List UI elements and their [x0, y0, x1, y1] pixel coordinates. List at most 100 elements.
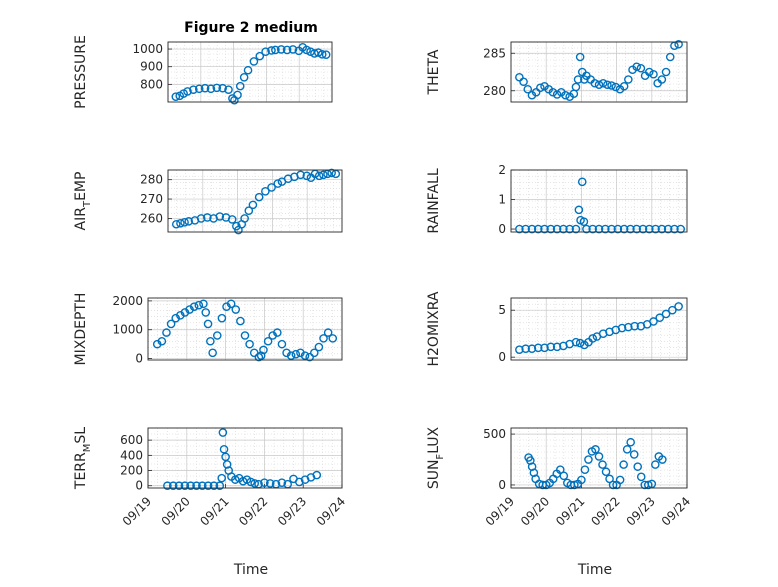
- data-point: [561, 90, 570, 100]
- data-point: [184, 217, 194, 226]
- data-point: [651, 224, 660, 234]
- data-point: [540, 343, 549, 353]
- y-axis-label: SUNFLUX: [426, 426, 446, 489]
- data-point: [632, 62, 642, 72]
- data-point: [212, 331, 222, 340]
- axes-frame: [147, 427, 343, 489]
- data-point: [533, 224, 543, 234]
- x-tick-label: 09/21: [553, 494, 587, 528]
- data-point: [198, 481, 207, 491]
- data-point: [559, 471, 569, 481]
- data-point: [218, 428, 228, 437]
- data-point: [655, 313, 665, 323]
- subplot-5: 0 1000 2000 MIXDEPTH: [73, 293, 343, 366]
- data-point: [171, 219, 181, 229]
- data-point: [552, 90, 562, 99]
- data-point: [600, 224, 610, 234]
- data-point: [261, 187, 270, 196]
- y-axis-label: MIXDEPTH: [73, 293, 89, 366]
- data-point: [651, 460, 660, 469]
- y-tick-label: 200: [120, 464, 143, 478]
- data-point: [657, 75, 667, 84]
- data-point: [607, 224, 616, 234]
- data-point: [523, 84, 533, 94]
- data-point: [598, 78, 608, 88]
- axes-frame: [167, 41, 333, 103]
- data-point: [649, 69, 658, 79]
- data-point: [670, 224, 679, 234]
- data-point: [527, 344, 537, 354]
- data-point: [215, 212, 225, 221]
- data-point: [573, 75, 583, 84]
- subplot-6: 0 5 H2OMIXRA: [426, 291, 688, 367]
- data-point: [663, 224, 673, 234]
- data-point: [286, 351, 296, 360]
- data-point: [162, 328, 171, 337]
- data-series: [524, 437, 667, 490]
- data-point: [629, 450, 639, 459]
- data-point: [201, 308, 211, 317]
- data-point: [203, 213, 212, 222]
- data-point: [626, 224, 635, 234]
- data-point: [296, 170, 305, 180]
- data-point: [571, 337, 581, 347]
- data-point: [243, 65, 253, 75]
- data-point: [176, 218, 185, 228]
- y-axis-label: THETA: [426, 49, 442, 95]
- data-point: [314, 342, 324, 352]
- y-tick-label: 280: [483, 84, 506, 98]
- data-point: [288, 45, 298, 54]
- data-point: [521, 344, 530, 354]
- data-point: [552, 342, 562, 352]
- data-point: [577, 177, 587, 187]
- data-point: [255, 51, 265, 61]
- data-point: [189, 302, 199, 311]
- x-tick-label: 09/19: [483, 494, 517, 528]
- data-point: [171, 92, 181, 102]
- data-point: [271, 45, 280, 55]
- data-point: [212, 83, 222, 93]
- data-point: [183, 87, 192, 96]
- y-axis-label: PRESSURE: [73, 35, 89, 109]
- subplot-4: 0 1 2 RAINFALL: [426, 163, 688, 236]
- data-point: [665, 52, 675, 62]
- y-tick-label: 260: [140, 211, 163, 225]
- data-point: [674, 302, 683, 311]
- subplot-2: 280 285 THETA: [426, 39, 688, 103]
- y-tick-label: 0: [135, 479, 143, 493]
- data-point: [231, 305, 241, 314]
- data-point: [245, 339, 254, 349]
- data-point: [594, 224, 604, 234]
- y-axis-label: AIRTEMP: [73, 172, 93, 231]
- data-point: [227, 215, 237, 224]
- data-point: [180, 481, 190, 491]
- data-point: [235, 81, 245, 91]
- data-point: [328, 334, 338, 343]
- data-point: [209, 481, 219, 491]
- data-point: [314, 48, 323, 57]
- data-point: [632, 224, 642, 234]
- data-point: [527, 224, 537, 234]
- data-point: [598, 460, 607, 469]
- y-tick-label: 500: [483, 427, 506, 441]
- minor-grid: [511, 42, 687, 102]
- data-point: [636, 63, 646, 73]
- data-point: [246, 477, 256, 487]
- data-point: [633, 462, 643, 471]
- data-point: [588, 334, 598, 343]
- data-point: [617, 323, 627, 333]
- x-axis-label-right: Time: [577, 562, 612, 578]
- data-point: [647, 479, 657, 489]
- y-tick-label: 800: [140, 77, 163, 91]
- subplot-3: 260 270 280 AIRTEMP: [73, 168, 343, 235]
- data-point: [317, 50, 327, 59]
- data-series: [515, 177, 686, 234]
- data-point: [166, 319, 176, 329]
- data-series: [163, 428, 322, 491]
- data-point: [546, 224, 556, 234]
- data-point: [254, 192, 264, 202]
- data-point: [519, 77, 528, 87]
- data-point: [302, 171, 312, 181]
